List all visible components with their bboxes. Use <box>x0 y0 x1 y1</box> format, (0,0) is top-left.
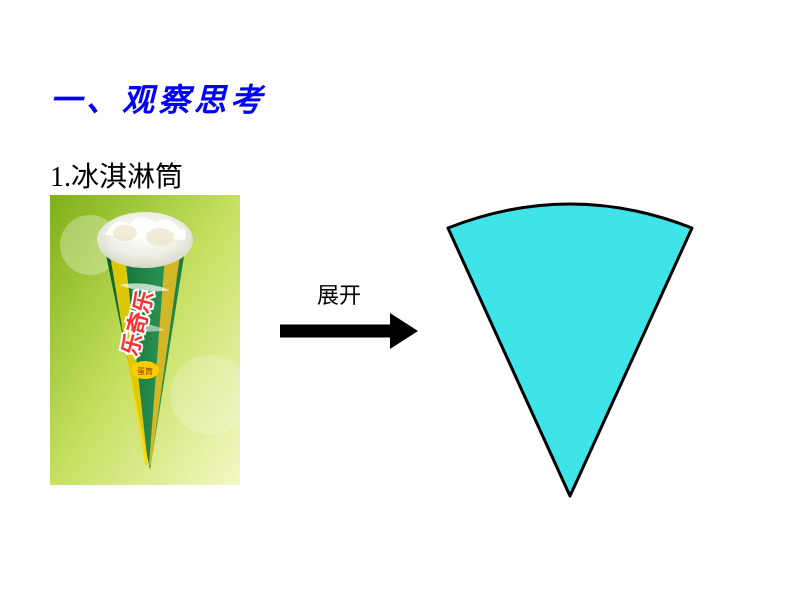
svg-text:蛋筒: 蛋筒 <box>137 366 153 376</box>
unrolled-cone-sector <box>440 198 700 503</box>
arrow-icon <box>280 313 418 354</box>
item-subheading: 1.冰淇淋筒 <box>50 155 183 195</box>
ice-cream-cone-photo: 乐奇乐 乐奇乐 蛋筒 <box>50 195 240 485</box>
unfold-label: 展开 <box>317 278 361 310</box>
section-heading: 一、观察思考 <box>50 75 266 121</box>
